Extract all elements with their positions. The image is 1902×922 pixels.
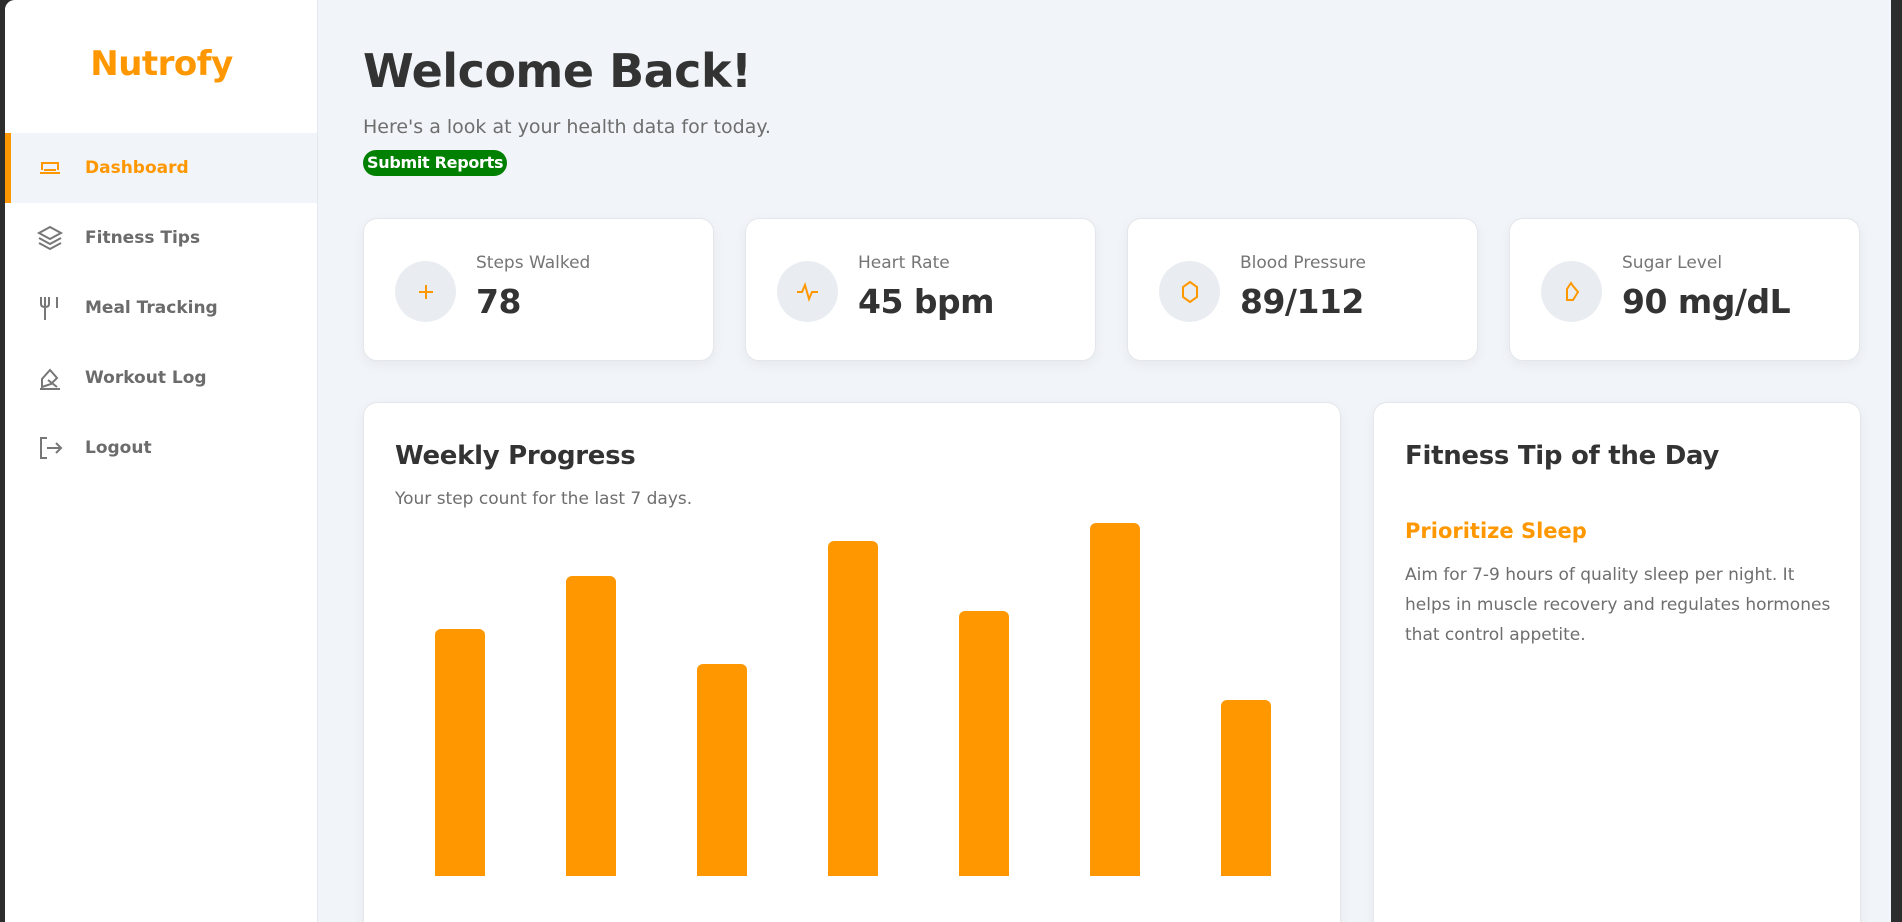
dashboard-icon bbox=[40, 162, 60, 174]
fitness-tip-heading: Fitness Tip of the Day bbox=[1405, 441, 1720, 471]
sidebar-item-logout[interactable]: Logout bbox=[5, 413, 317, 483]
stat-label: Blood Pressure bbox=[1240, 253, 1366, 273]
stat-label: Sugar Level bbox=[1622, 253, 1723, 273]
stat-value: 78 bbox=[476, 282, 521, 321]
pulse-icon bbox=[777, 261, 838, 322]
chart-bar-7 bbox=[1220, 699, 1271, 876]
weekly-progress-description: Your step count for the last 7 days. bbox=[395, 489, 693, 509]
page-title: Welcome Back! bbox=[363, 44, 752, 98]
sidebar-item-label: Meal Tracking bbox=[85, 298, 218, 318]
sidebar-nav: Dashboard Fitness Tips Meal Tracking Wor… bbox=[5, 133, 317, 483]
workout-icon bbox=[40, 368, 60, 390]
chart-bar-5 bbox=[958, 611, 1009, 876]
sidebar-item-meal-tracking[interactable]: Meal Tracking bbox=[5, 273, 317, 343]
weekly-progress-card: Weekly Progress Your step count for the … bbox=[363, 402, 1341, 922]
plus-icon bbox=[395, 261, 456, 322]
sidebar-item-fitness-tips[interactable]: Fitness Tips bbox=[5, 203, 317, 273]
weekly-progress-title: Weekly Progress bbox=[395, 441, 636, 471]
sidebar-item-label: Fitness Tips bbox=[85, 228, 201, 248]
submit-reports-button[interactable]: Submit Reports bbox=[363, 150, 508, 176]
fitness-tip-card: Fitness Tip of the Day Prioritize Sleep … bbox=[1373, 402, 1861, 922]
fitness-tip-body: Aim for 7-9 hours of quality sleep per n… bbox=[1405, 565, 1831, 645]
stat-label: Steps Walked bbox=[476, 253, 591, 273]
stat-card-blood-pressure: Blood Pressure 89/112 bbox=[1127, 218, 1478, 361]
app-window: Nutrofy Dashboard Fitness Tips Meal Trac… bbox=[5, 0, 1891, 922]
sidebar-item-workout-log[interactable]: Workout Log bbox=[5, 343, 317, 413]
hexagon-icon bbox=[1159, 261, 1220, 322]
sidebar-item-dashboard[interactable]: Dashboard bbox=[5, 133, 317, 203]
brand-logo[interactable]: Nutrofy bbox=[90, 44, 233, 84]
stat-card-sugar-level: Sugar Level 90 mg/dL bbox=[1509, 218, 1860, 361]
chart-bar-3 bbox=[697, 664, 748, 876]
stat-card-steps: Steps Walked 78 bbox=[363, 218, 714, 361]
logout-icon bbox=[40, 437, 63, 459]
stats-row: Steps Walked 78 Heart Rate 45 bpm Blood … bbox=[363, 218, 1860, 361]
sidebar-item-label: Workout Log bbox=[85, 368, 207, 388]
steps-bar-chart bbox=[395, 523, 1311, 909]
drop-icon bbox=[1541, 261, 1602, 322]
stat-label: Heart Rate bbox=[858, 253, 950, 273]
sidebar: Nutrofy Dashboard Fitness Tips Meal Trac… bbox=[5, 0, 318, 922]
stat-value: 90 mg/dL bbox=[1622, 282, 1791, 321]
stat-value: 89/112 bbox=[1240, 282, 1364, 321]
page-subtitle: Here's a look at your health data for to… bbox=[363, 116, 771, 138]
layers-icon bbox=[36, 225, 64, 251]
stat-value: 45 bpm bbox=[858, 282, 995, 321]
chart-bar-4 bbox=[828, 540, 878, 876]
chart-bar-6 bbox=[1089, 523, 1140, 876]
main-content: Welcome Back! Here's a look at your heal… bbox=[318, 0, 1891, 922]
sidebar-item-label: Dashboard bbox=[85, 158, 189, 178]
fork-knife-icon bbox=[40, 297, 58, 320]
chart-bar-1 bbox=[435, 628, 486, 876]
fitness-tip-title: Prioritize Sleep bbox=[1405, 519, 1587, 543]
chart-bar-2 bbox=[566, 575, 617, 876]
sidebar-item-label: Logout bbox=[85, 438, 152, 458]
stat-card-heart-rate: Heart Rate 45 bpm bbox=[745, 218, 1096, 361]
